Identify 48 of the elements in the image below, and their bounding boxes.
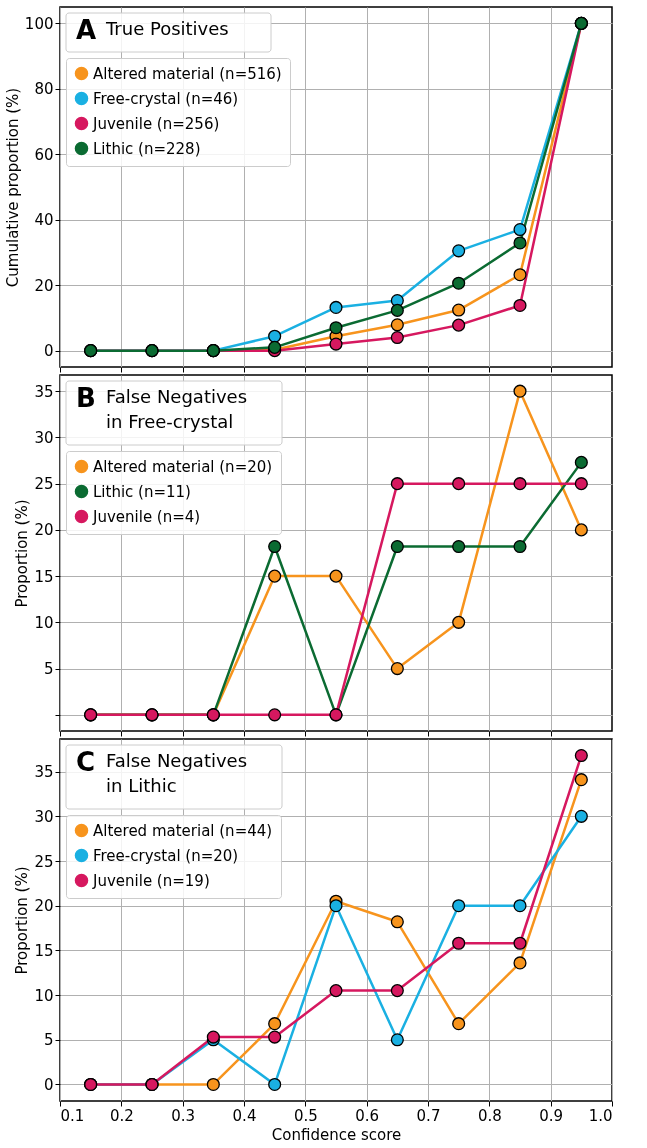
x-tick-label: 0.6: [355, 1106, 380, 1125]
y-tick-label: 40: [34, 211, 54, 230]
x-tick-label: 0.9: [539, 1106, 564, 1125]
legend-label: Lithic (n=11): [93, 482, 191, 501]
x-tick-label: 0.5: [293, 1106, 318, 1125]
y-tick-label: 20: [34, 521, 54, 540]
y-tick-label: 10: [34, 613, 54, 632]
legend-label: Juvenile (n=4): [92, 507, 201, 526]
y-tick-label: 35: [34, 382, 54, 401]
y-tick-label: 10: [34, 986, 54, 1005]
y-tick-label: 5: [43, 1031, 54, 1050]
y-tick-label: 30: [34, 807, 54, 826]
text: B False Negatives in Free-crystal: [76, 383, 248, 432]
legend-label: Juvenile (n=256): [92, 114, 220, 133]
y-tick-label: 35: [34, 763, 54, 782]
y-tick-label: 0: [43, 1075, 54, 1094]
y-tick-label: 25: [34, 852, 54, 871]
y-tick-label: 5: [43, 660, 54, 679]
y-axis-title: Proportion (%): [13, 866, 32, 975]
legend-label: Free-crystal (n=20): [93, 846, 239, 865]
y-tick-label: 0: [43, 342, 54, 361]
x-tick-label: 1.0: [588, 1106, 613, 1125]
y-tick-label: 20: [34, 276, 54, 295]
y-axis-title: Proportion (%): [13, 499, 32, 608]
chart-title: A True Positives: [76, 15, 229, 45]
legend-label: Juvenile (n=19): [92, 871, 210, 890]
y-tick-label: 100: [24, 14, 54, 33]
x-tick-label: 0.8: [477, 1106, 502, 1125]
y-tick-label: 25: [34, 475, 54, 494]
x-tick-label: 0.3: [171, 1106, 196, 1125]
legend-label: Lithic (n=228): [93, 139, 201, 158]
legend-label: Free-crystal (n=46): [93, 89, 239, 108]
x-tick-label: 0.7: [416, 1106, 441, 1125]
x-tick-label: 0.4: [232, 1106, 257, 1125]
y-tick-label: 30: [34, 428, 54, 447]
y-tick-label: 60: [34, 145, 54, 164]
y-axis-title: Cumulative proportion (%): [3, 87, 22, 288]
legend-label: Altered material (n=44): [93, 821, 273, 840]
legend-label: Altered material (n=516): [93, 64, 282, 83]
y-tick-label: 80: [34, 80, 54, 99]
y-tick-label: 15: [34, 567, 54, 586]
text: C False Negatives in Lithic: [76, 747, 248, 796]
legend-label: Altered material (n=20): [93, 457, 273, 476]
x-tick-label: 0.1: [60, 1106, 85, 1125]
y-tick-label: 20: [34, 897, 54, 916]
y-tick-label: 15: [34, 941, 54, 960]
x-axis-title: Confidence score: [271, 1125, 402, 1144]
x-tick-label: 0.2: [109, 1106, 134, 1125]
